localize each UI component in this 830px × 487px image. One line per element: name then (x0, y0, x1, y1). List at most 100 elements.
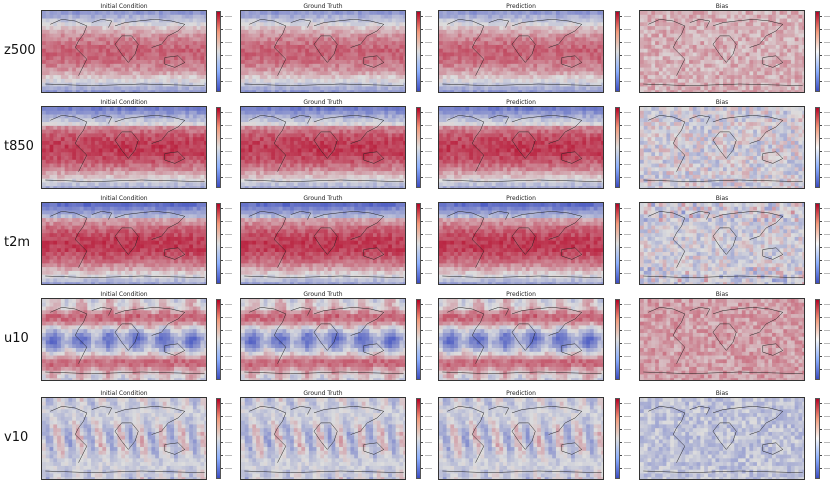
heatmap-cell (361, 29, 366, 34)
heatmap-cell (555, 11, 561, 16)
heatmap-cell (83, 144, 88, 149)
heatmap-cell (506, 67, 511, 72)
heatmap-cell (68, 129, 73, 134)
heatmap-cell (563, 86, 568, 91)
heatmap-cell (136, 75, 141, 80)
heatmap-cell (72, 110, 77, 115)
heatmap-cell (64, 174, 69, 179)
heatmap-cell (155, 48, 160, 53)
heatmap-cell (42, 118, 47, 123)
heatmap-cell (685, 78, 690, 83)
heatmap-cell (83, 26, 88, 31)
heatmap-cell (514, 63, 519, 68)
heatmap-cell (293, 75, 298, 80)
heatmap-cell (174, 22, 179, 27)
heatmap-cell (57, 152, 62, 157)
heatmap-cell (42, 125, 47, 130)
heatmap-cell (297, 44, 302, 50)
heatmap-cell (552, 33, 557, 38)
panel-title-z500-3: Bias (715, 3, 729, 10)
heatmap-cell (775, 82, 780, 87)
heatmap-cell (79, 182, 84, 187)
heatmap-cell (42, 152, 47, 157)
heatmap-cell (384, 86, 389, 91)
heatmap-cell (259, 29, 264, 34)
heatmap-cell (170, 125, 175, 130)
heatmap-cell (162, 125, 167, 130)
heatmap-cell (365, 52, 370, 57)
heatmap-cell (185, 148, 190, 153)
heatmap-cell (79, 171, 84, 176)
heatmap-cell (170, 144, 175, 149)
heatmap-cell (510, 56, 515, 61)
heatmap-cell (643, 90, 648, 92)
heatmap-cell (68, 107, 73, 112)
heatmap-cell (518, 26, 523, 31)
heatmap-cell (132, 41, 137, 46)
heatmap-cell (510, 37, 515, 42)
heatmap-cell (308, 52, 313, 57)
heatmap-cell (461, 22, 466, 27)
heatmap-cell (738, 78, 743, 83)
heatmap-cell (189, 159, 194, 164)
heatmap-cell (484, 37, 489, 42)
heatmap-cell (185, 33, 190, 38)
heatmap-cell (480, 22, 485, 27)
heatmap-cell (64, 167, 69, 172)
heatmap-cell (308, 26, 313, 31)
heatmap-cell (267, 107, 272, 112)
heatmap-cell (361, 22, 366, 27)
heatmap-cell (181, 125, 186, 130)
heatmap-cell (147, 140, 152, 146)
row-label-z500: z500 (4, 43, 36, 58)
heatmap-cell (324, 11, 329, 16)
heatmap-cell (681, 71, 686, 76)
heatmap-cell (42, 33, 47, 38)
heatmap-cell (571, 48, 576, 53)
heatmap-cell (64, 11, 69, 16)
heatmap-cell (147, 156, 152, 161)
heatmap-cell (450, 11, 455, 16)
heatmap-cell (72, 167, 77, 172)
heatmap-cell (548, 90, 553, 92)
heatmap-cell (798, 22, 803, 27)
heatmap-cell (480, 18, 485, 23)
heatmap-cell (342, 41, 347, 46)
panel-title-z500-2: Prediction (506, 3, 536, 10)
heatmap-cell (559, 26, 564, 31)
heatmap-cell (465, 41, 470, 46)
heatmap-cell (174, 11, 179, 16)
heatmap-cell (57, 75, 62, 80)
heatmap-cell (45, 63, 50, 68)
heatmap-cell (102, 144, 107, 149)
heatmap-cell (783, 37, 788, 42)
heatmap-cell (166, 86, 171, 91)
heatmap-cell (503, 63, 508, 68)
heatmap-cell (689, 90, 694, 92)
heatmap-cell (681, 26, 686, 31)
heatmap-cell (79, 75, 84, 80)
heatmap-cell (166, 60, 171, 65)
heatmap-cell (125, 152, 130, 157)
heatmap-cell (60, 140, 65, 146)
heatmap-cell (597, 86, 602, 91)
heatmap-cell (342, 18, 347, 23)
heatmap-cell (147, 18, 152, 23)
heatmap-cell (689, 75, 694, 80)
heatmap-cell (192, 75, 197, 80)
heatmap-cell (361, 48, 366, 53)
heatmap-cell (125, 14, 130, 19)
heatmap-cell (244, 26, 249, 31)
heatmap-cell (316, 75, 321, 80)
heatmap-cell (113, 156, 118, 161)
heatmap-cell (522, 63, 527, 68)
heatmap-cell (267, 75, 272, 80)
heatmap-cell (488, 41, 493, 46)
heatmap-cell (94, 78, 99, 83)
heatmap-cell (185, 18, 190, 23)
heatmap-cell (331, 41, 336, 46)
heatmap-cell (395, 56, 400, 61)
heatmap-cell (278, 48, 283, 53)
heatmap-cell (64, 122, 69, 127)
heatmap-cell (64, 159, 69, 164)
